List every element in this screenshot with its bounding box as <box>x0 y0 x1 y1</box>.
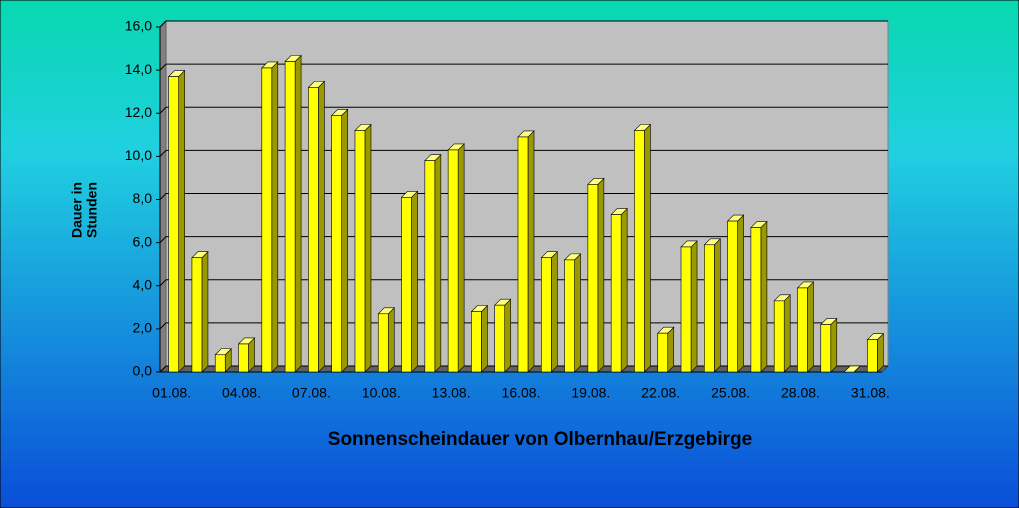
y-tick-label: 2,0 <box>133 320 153 336</box>
bar <box>191 257 203 373</box>
bar <box>377 313 389 373</box>
y-tick-label: 14,0 <box>125 61 152 77</box>
bar <box>797 287 808 373</box>
bar <box>447 149 459 373</box>
bar <box>261 67 273 373</box>
bar-side <box>644 123 651 373</box>
bar-side <box>387 307 395 373</box>
bar <box>867 339 878 373</box>
bar <box>214 354 226 373</box>
grid-line <box>159 106 888 114</box>
y-tick-label: 10,0 <box>125 147 152 163</box>
bar-side <box>411 190 418 373</box>
bar <box>471 311 482 373</box>
y-axis-label: Dauer in <box>69 182 85 238</box>
bar <box>517 136 529 373</box>
bar <box>820 324 832 373</box>
bar <box>634 130 645 373</box>
bar-side <box>318 80 325 373</box>
grid-line <box>159 63 888 71</box>
x-tick-label: 01.08. <box>152 385 191 401</box>
x-tick-label: 22.08. <box>641 385 680 401</box>
bar-side <box>690 240 698 373</box>
bar <box>773 300 785 373</box>
bar-side <box>271 61 279 373</box>
bar-side <box>364 123 372 373</box>
bar-side <box>294 54 302 373</box>
bar <box>354 130 366 373</box>
y-tick-label: 8,0 <box>133 190 153 206</box>
x-tick-label: 19.08. <box>571 385 610 401</box>
bar-side <box>457 143 465 373</box>
grid-line <box>159 20 888 28</box>
bar <box>494 304 506 373</box>
bar-side <box>667 326 675 373</box>
bar <box>424 160 436 373</box>
bar-side <box>201 250 209 373</box>
bar <box>610 214 622 373</box>
x-tick-label: 25.08. <box>711 385 750 401</box>
bar-side <box>178 69 185 373</box>
bar-top <box>843 365 861 373</box>
bar <box>750 227 762 373</box>
bar-side <box>481 304 488 373</box>
y-axis-label: Stunden <box>84 182 100 238</box>
x-tick-label: 13.08. <box>432 385 471 401</box>
bar-side <box>737 214 744 373</box>
bar <box>308 87 319 373</box>
bar <box>727 220 738 373</box>
bar-side <box>527 130 535 373</box>
x-tick-label: 28.08. <box>781 385 820 401</box>
x-tick-label: 31.08. <box>851 385 890 401</box>
y-tick-label: 4,0 <box>133 276 153 292</box>
y-tick-label: 16,0 <box>125 18 152 34</box>
x-tick-label: 07.08. <box>292 385 331 401</box>
bar <box>168 76 179 373</box>
bar <box>331 115 342 373</box>
bar <box>238 343 249 373</box>
bar-side <box>877 332 884 373</box>
bar <box>657 332 669 373</box>
x-tick-label: 04.08. <box>222 385 261 401</box>
bar-side <box>341 108 348 373</box>
bar-side <box>830 317 838 373</box>
bar-side <box>807 281 814 373</box>
bar-side <box>574 253 581 373</box>
bar <box>680 246 692 373</box>
bar-side <box>550 250 558 373</box>
chart-title: Sonnenscheindauer von Olbernhau/Erzgebir… <box>328 429 752 450</box>
bar-side <box>783 294 791 373</box>
x-tick-label: 16.08. <box>502 385 541 401</box>
bar <box>587 184 599 373</box>
bar-side <box>714 238 721 373</box>
bar-side <box>434 153 442 373</box>
bar <box>564 259 575 373</box>
bar-side <box>504 298 512 373</box>
bar <box>401 197 412 373</box>
bar <box>704 244 715 373</box>
bar-side <box>620 207 628 373</box>
y-tick-label: 12,0 <box>125 104 152 120</box>
x-tick-label: 10.08. <box>362 385 401 401</box>
bar-side <box>760 220 768 373</box>
bar-side <box>597 177 605 373</box>
bar <box>540 257 552 373</box>
bar <box>284 61 296 373</box>
y-tick-label: 6,0 <box>133 233 153 249</box>
y-tick-label: 0,0 <box>133 363 153 379</box>
